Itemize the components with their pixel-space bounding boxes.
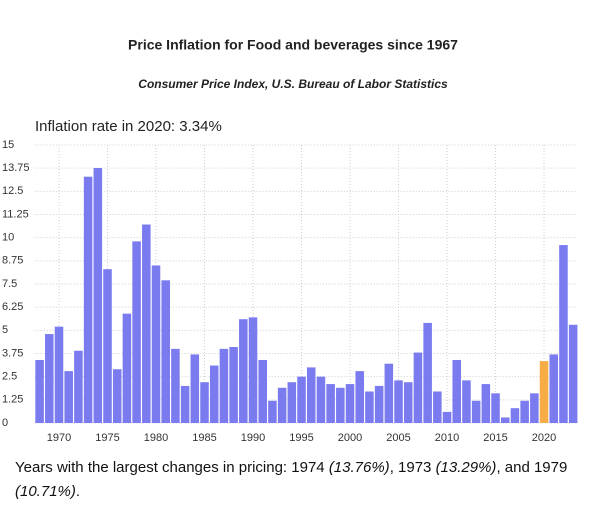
bar <box>219 348 229 423</box>
bar <box>423 322 432 423</box>
bar <box>45 334 54 423</box>
bar <box>64 371 73 423</box>
footer-value: (10.71%) <box>15 483 76 500</box>
x-tick-label: 2020 <box>532 432 556 444</box>
bar <box>161 280 170 423</box>
bar <box>520 400 529 423</box>
bar <box>384 363 394 423</box>
bar <box>132 241 141 423</box>
bar <box>83 176 93 423</box>
bar <box>209 365 219 423</box>
footer-value: (13.29%) <box>435 459 497 476</box>
bar <box>530 393 539 423</box>
bar <box>277 387 287 423</box>
bar <box>452 359 462 423</box>
bar <box>112 369 122 423</box>
bar <box>190 354 200 423</box>
bar <box>258 359 267 423</box>
bar <box>568 324 578 423</box>
bar <box>35 359 44 423</box>
bar <box>539 361 549 423</box>
bar <box>151 265 161 423</box>
footer-text: , and 1979 <box>496 459 568 476</box>
bar <box>365 391 374 423</box>
y-tick-label: 12.5 <box>2 185 23 197</box>
y-tick-label: 13.75 <box>2 162 30 174</box>
bar <box>180 385 190 423</box>
y-tick-label: 2.5 <box>2 371 17 383</box>
bar <box>54 326 64 423</box>
chart-title: Price Inflation for Food and beverages s… <box>128 37 458 53</box>
x-tick-label: 1975 <box>95 432 119 444</box>
bar <box>326 384 335 423</box>
chart-subtitle: Consumer Price Index, U.S. Bureau of Lab… <box>138 77 448 91</box>
annotation: Inflation rate in 2020: 3.34% <box>35 118 222 135</box>
footer-text: Years with the largest changes in pricin… <box>15 459 329 476</box>
x-tick-label: 1995 <box>289 432 313 444</box>
bar <box>442 411 452 423</box>
bar <box>200 382 209 423</box>
bar <box>142 224 151 423</box>
x-tick-label: 1970 <box>47 432 71 444</box>
x-tick-label: 2005 <box>386 432 410 444</box>
x-tick-label: 2010 <box>435 432 459 444</box>
x-tick-label: 2015 <box>483 432 507 444</box>
y-tick-label: 8.75 <box>2 255 23 267</box>
footer-value: (13.76%) <box>328 459 390 476</box>
bar <box>229 347 238 423</box>
bar <box>103 269 112 423</box>
bar <box>306 367 316 423</box>
bar <box>413 352 423 423</box>
bar <box>268 400 277 423</box>
y-tick-label: 0 <box>2 417 8 429</box>
y-tick-label: 6.25 <box>2 301 23 313</box>
y-tick-label: 3.75 <box>2 347 23 359</box>
x-tick-label: 1990 <box>241 432 265 444</box>
footer-text: , 1973 <box>389 459 436 476</box>
bar <box>355 371 364 423</box>
bar <box>336 387 345 423</box>
y-tick-label: 15 <box>2 139 14 151</box>
y-tick-label: 7.5 <box>2 278 17 290</box>
bar <box>287 382 297 423</box>
bar <box>248 317 258 423</box>
bar <box>403 382 413 423</box>
bar <box>297 376 306 423</box>
bar <box>510 408 520 423</box>
y-tick-label: 11.25 <box>2 208 29 220</box>
bar <box>462 380 471 423</box>
bar <box>374 385 384 423</box>
x-tick-label: 1980 <box>144 432 168 444</box>
bar <box>93 167 103 423</box>
x-tick-label: 1985 <box>192 432 216 444</box>
bar <box>394 380 403 423</box>
bar <box>481 384 491 423</box>
bar <box>171 348 180 423</box>
y-tick-label: 5 <box>2 324 8 336</box>
bar <box>433 391 442 423</box>
footer-text: . <box>75 483 81 500</box>
bar <box>74 350 83 423</box>
x-tick-label: 2000 <box>338 432 362 444</box>
bar <box>500 417 510 423</box>
chart: Price Inflation for Food and beverages s… <box>2 37 578 444</box>
bar <box>491 393 500 423</box>
y-tick-label: 1.25 <box>2 394 23 406</box>
bar <box>122 313 132 423</box>
y-tick-label: 10 <box>2 232 14 244</box>
bar <box>239 319 248 423</box>
bar <box>345 384 355 423</box>
footer: Years with the largest changes in pricin… <box>15 456 575 504</box>
bar <box>316 376 326 423</box>
bar <box>559 245 568 423</box>
bar <box>471 400 481 423</box>
bar <box>549 354 559 423</box>
